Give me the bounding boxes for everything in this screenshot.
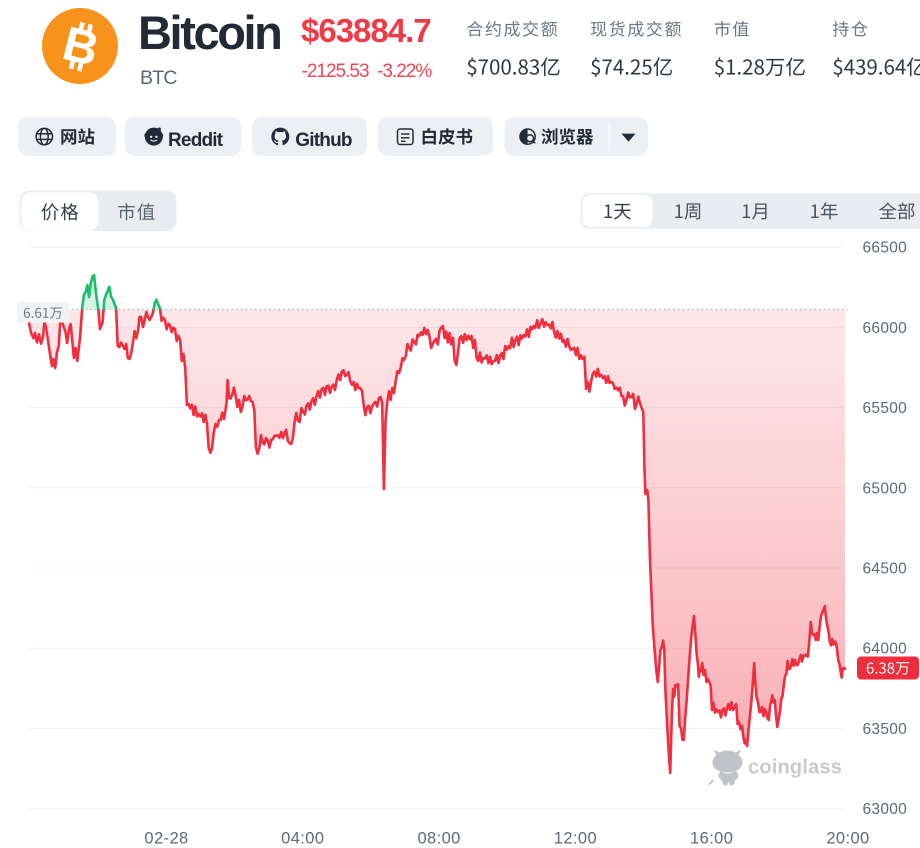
svg-text:02-28: 02-28	[144, 830, 188, 848]
svg-text:65000: 65000	[863, 480, 908, 497]
svg-text:63500: 63500	[863, 721, 908, 738]
svg-text:66000: 66000	[863, 320, 908, 337]
svg-text:64000: 64000	[863, 641, 908, 658]
svg-text:04:00: 04:00	[281, 830, 324, 848]
svg-text:64500: 64500	[863, 561, 908, 578]
svg-text:16:00: 16:00	[690, 830, 733, 848]
svg-text:12:00: 12:00	[554, 830, 597, 848]
svg-text:65500: 65500	[863, 400, 908, 417]
svg-text:Reddit: Reddit	[168, 130, 224, 151]
svg-text:63000: 63000	[863, 801, 908, 818]
svg-text:20:00: 20:00	[826, 830, 869, 848]
svg-text:coinglass: coinglass	[748, 757, 842, 779]
svg-text:08:00: 08:00	[417, 830, 460, 848]
svg-text:66500: 66500	[863, 240, 908, 257]
svg-text:Github: Github	[295, 130, 352, 151]
